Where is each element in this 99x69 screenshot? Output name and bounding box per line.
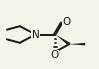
Polygon shape (69, 43, 85, 45)
Polygon shape (55, 34, 71, 45)
Text: O: O (50, 50, 59, 60)
Text: O: O (62, 17, 70, 27)
Text: N: N (32, 30, 40, 39)
